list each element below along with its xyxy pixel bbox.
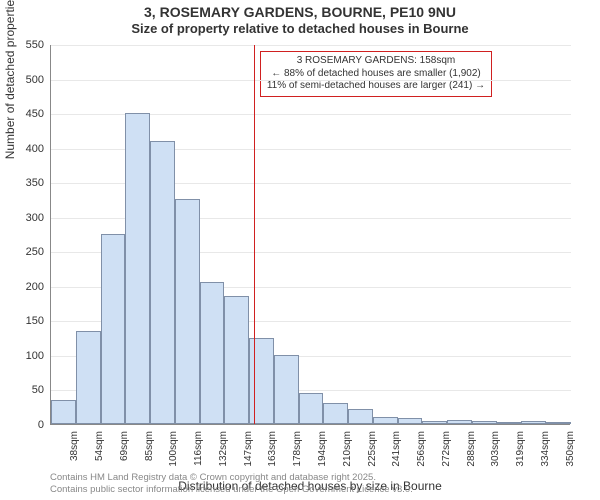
histogram-bar — [51, 400, 76, 424]
x-tick-label: 225sqm — [367, 431, 378, 475]
y-tick-label: 0 — [14, 419, 44, 431]
x-tick-label: 303sqm — [490, 431, 501, 475]
histogram-bar — [373, 417, 398, 424]
y-tick-label: 550 — [14, 39, 44, 51]
x-tick-label: 319sqm — [515, 431, 526, 475]
histogram-bar — [249, 338, 274, 424]
y-tick-label: 450 — [14, 108, 44, 120]
chart-area: Number of detached properties 3 ROSEMARY… — [50, 45, 570, 425]
x-tick-label: 350sqm — [565, 431, 576, 475]
x-tick-label: 132sqm — [218, 431, 229, 475]
histogram-bar — [497, 422, 522, 424]
x-tick-label: 272sqm — [441, 431, 452, 475]
y-tick-label: 500 — [14, 74, 44, 86]
y-tick-label: 250 — [14, 246, 44, 258]
histogram-bar — [323, 403, 348, 424]
x-tick-label: 100sqm — [168, 431, 179, 475]
histogram-bar — [422, 421, 447, 424]
x-tick-label: 116sqm — [193, 431, 204, 475]
x-tick-label: 241sqm — [391, 431, 402, 475]
x-tick-label: 38sqm — [69, 431, 80, 475]
histogram-bar — [76, 331, 101, 424]
y-tick-label: 50 — [14, 384, 44, 396]
x-tick-label: 163sqm — [267, 431, 278, 475]
histogram-bar — [447, 420, 472, 424]
histogram-bar — [546, 422, 571, 424]
y-tick-label: 200 — [14, 281, 44, 293]
y-tick-label: 300 — [14, 212, 44, 224]
y-tick-label: 150 — [14, 315, 44, 327]
x-tick-label: 69sqm — [119, 431, 130, 475]
histogram-bar — [200, 282, 225, 424]
histogram-bar — [175, 199, 200, 424]
histogram-bar — [274, 355, 299, 424]
histogram-bar — [521, 421, 546, 424]
gridline — [51, 45, 571, 46]
x-tick-label: 54sqm — [94, 431, 105, 475]
histogram-bar — [348, 409, 373, 424]
histogram-bar — [150, 141, 175, 424]
x-tick-label: 288sqm — [466, 431, 477, 475]
x-tick-label: 85sqm — [144, 431, 155, 475]
x-tick-label: 194sqm — [317, 431, 328, 475]
histogram-bar — [101, 234, 126, 424]
x-tick-label: 334sqm — [540, 431, 551, 475]
y-tick-label: 350 — [14, 177, 44, 189]
footer-line-2: Contains public sector information licen… — [50, 484, 413, 496]
reference-line — [254, 45, 255, 424]
footer-line-1: Contains HM Land Registry data © Crown c… — [50, 472, 413, 484]
chart-subtitle: Size of property relative to detached ho… — [0, 21, 600, 37]
histogram-bar — [125, 113, 150, 424]
histogram-bar — [472, 421, 497, 424]
chart-title: 3, ROSEMARY GARDENS, BOURNE, PE10 9NU — [0, 4, 600, 21]
histogram-bar — [299, 393, 324, 424]
footer-attribution: Contains HM Land Registry data © Crown c… — [50, 472, 413, 496]
histogram-bar — [224, 296, 249, 424]
x-tick-label: 210sqm — [342, 431, 353, 475]
y-tick-label: 100 — [14, 350, 44, 362]
y-tick-label: 400 — [14, 143, 44, 155]
x-tick-label: 256sqm — [416, 431, 427, 475]
x-tick-label: 147sqm — [243, 431, 254, 475]
chart-title-block: 3, ROSEMARY GARDENS, BOURNE, PE10 9NU Si… — [0, 0, 600, 36]
callout-line-2: ← 88% of detached houses are smaller (1,… — [267, 68, 485, 81]
histogram-bar — [398, 418, 423, 424]
callout-line-1: 3 ROSEMARY GARDENS: 158sqm — [267, 55, 485, 68]
callout-line-3: 11% of semi-detached houses are larger (… — [267, 80, 485, 93]
x-tick-label: 178sqm — [292, 431, 303, 475]
plot-region: 3 ROSEMARY GARDENS: 158sqm ← 88% of deta… — [50, 45, 570, 425]
reference-callout: 3 ROSEMARY GARDENS: 158sqm ← 88% of deta… — [260, 51, 492, 97]
gridline — [51, 80, 571, 81]
